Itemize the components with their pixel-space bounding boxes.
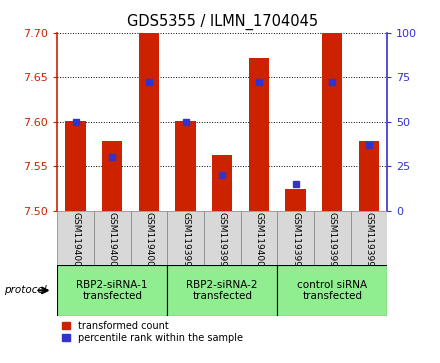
Bar — [176, 121, 196, 211]
Text: GSM1193999: GSM1193999 — [364, 212, 374, 272]
Bar — [57, 265, 167, 316]
Bar — [212, 155, 232, 211]
Bar — [167, 211, 204, 265]
Text: GSM1194001: GSM1194001 — [71, 212, 80, 272]
Legend: transformed count, percentile rank within the sample: transformed count, percentile rank withi… — [62, 321, 242, 343]
Bar — [66, 121, 86, 211]
Text: GSM1193998: GSM1193998 — [218, 212, 227, 272]
Bar — [167, 265, 277, 316]
Bar — [94, 211, 131, 265]
Text: protocol: protocol — [4, 285, 47, 295]
Bar — [351, 211, 387, 265]
Bar — [249, 58, 269, 211]
Bar — [139, 33, 159, 211]
Bar — [102, 141, 122, 211]
Bar — [204, 211, 241, 265]
Bar — [57, 211, 94, 265]
Text: GSM1194002: GSM1194002 — [108, 212, 117, 272]
Title: GDS5355 / ILMN_1704045: GDS5355 / ILMN_1704045 — [127, 14, 318, 30]
Bar — [277, 211, 314, 265]
Bar — [131, 211, 167, 265]
Bar — [359, 141, 379, 211]
Bar — [314, 211, 351, 265]
Text: GSM1194000: GSM1194000 — [254, 212, 264, 272]
Text: RBP2-siRNA-1
transfected: RBP2-siRNA-1 transfected — [77, 280, 148, 301]
Bar — [277, 265, 387, 316]
Text: control siRNA
transfected: control siRNA transfected — [297, 280, 367, 301]
Text: GSM1193997: GSM1193997 — [328, 212, 337, 272]
Text: RBP2-siRNA-2
transfected: RBP2-siRNA-2 transfected — [187, 280, 258, 301]
Bar — [286, 189, 306, 211]
Text: GSM1193996: GSM1193996 — [181, 212, 190, 272]
Text: GSM1194003: GSM1194003 — [144, 212, 154, 272]
Bar — [322, 33, 342, 211]
Bar — [241, 211, 277, 265]
Text: GSM1193995: GSM1193995 — [291, 212, 300, 272]
